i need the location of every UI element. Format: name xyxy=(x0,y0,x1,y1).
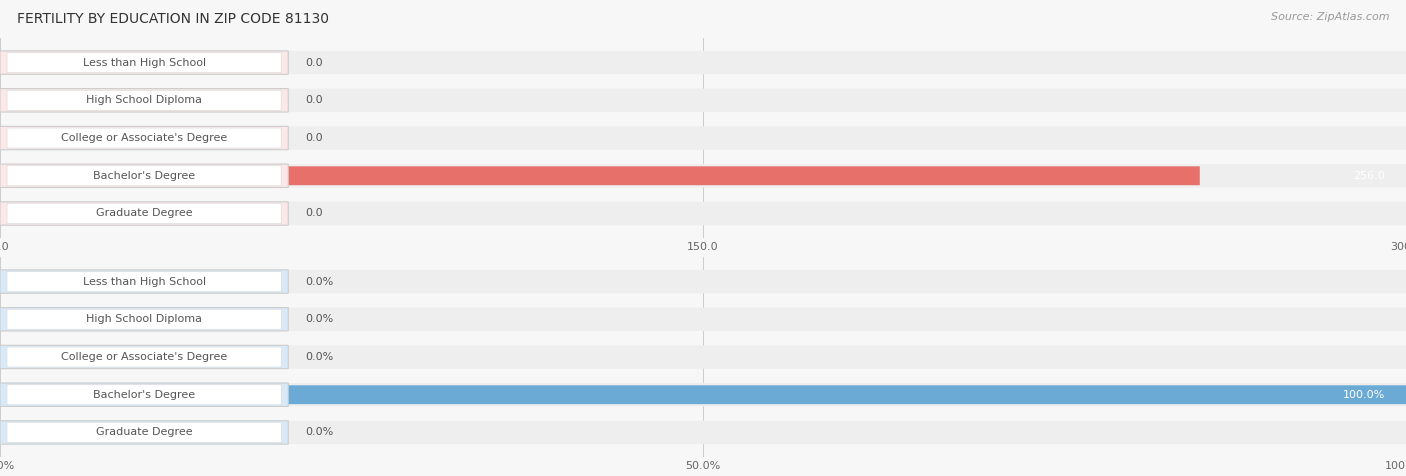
FancyBboxPatch shape xyxy=(0,307,1406,331)
FancyBboxPatch shape xyxy=(7,309,281,329)
Text: 0.0%: 0.0% xyxy=(305,352,333,362)
Text: 0.0%: 0.0% xyxy=(305,427,333,437)
FancyBboxPatch shape xyxy=(0,347,1,367)
Text: College or Associate's Degree: College or Associate's Degree xyxy=(60,133,228,143)
Text: 0.0: 0.0 xyxy=(305,133,323,143)
FancyBboxPatch shape xyxy=(0,51,288,74)
Text: Bachelor's Degree: Bachelor's Degree xyxy=(93,390,195,400)
FancyBboxPatch shape xyxy=(0,421,1406,444)
Text: High School Diploma: High School Diploma xyxy=(86,314,202,324)
FancyBboxPatch shape xyxy=(0,345,288,369)
FancyBboxPatch shape xyxy=(7,166,281,186)
Text: Less than High School: Less than High School xyxy=(83,277,205,287)
FancyBboxPatch shape xyxy=(0,345,1406,369)
FancyBboxPatch shape xyxy=(0,164,288,188)
FancyBboxPatch shape xyxy=(0,270,1406,293)
FancyBboxPatch shape xyxy=(7,52,281,73)
FancyBboxPatch shape xyxy=(7,422,281,443)
Text: 256.0: 256.0 xyxy=(1353,171,1385,181)
FancyBboxPatch shape xyxy=(0,421,288,444)
Text: 0.0: 0.0 xyxy=(305,58,323,68)
Text: Graduate Degree: Graduate Degree xyxy=(96,427,193,437)
FancyBboxPatch shape xyxy=(0,204,1,223)
Text: Source: ZipAtlas.com: Source: ZipAtlas.com xyxy=(1271,12,1389,22)
Text: College or Associate's Degree: College or Associate's Degree xyxy=(60,352,228,362)
FancyBboxPatch shape xyxy=(0,51,1406,74)
FancyBboxPatch shape xyxy=(0,307,288,331)
FancyBboxPatch shape xyxy=(7,385,281,405)
FancyBboxPatch shape xyxy=(7,90,281,110)
FancyBboxPatch shape xyxy=(7,347,281,367)
FancyBboxPatch shape xyxy=(0,166,1199,185)
FancyBboxPatch shape xyxy=(0,202,1406,225)
FancyBboxPatch shape xyxy=(0,89,1406,112)
FancyBboxPatch shape xyxy=(0,129,1,148)
FancyBboxPatch shape xyxy=(0,53,1,72)
FancyBboxPatch shape xyxy=(0,91,1,110)
Text: 0.0: 0.0 xyxy=(305,208,323,218)
Text: Graduate Degree: Graduate Degree xyxy=(96,208,193,218)
FancyBboxPatch shape xyxy=(0,164,1406,188)
Text: 0.0: 0.0 xyxy=(305,95,323,105)
Text: Bachelor's Degree: Bachelor's Degree xyxy=(93,171,195,181)
Text: High School Diploma: High School Diploma xyxy=(86,95,202,105)
FancyBboxPatch shape xyxy=(0,423,1,442)
FancyBboxPatch shape xyxy=(0,310,1,329)
Text: FERTILITY BY EDUCATION IN ZIP CODE 81130: FERTILITY BY EDUCATION IN ZIP CODE 81130 xyxy=(17,12,329,26)
FancyBboxPatch shape xyxy=(0,89,288,112)
Text: 100.0%: 100.0% xyxy=(1343,390,1385,400)
FancyBboxPatch shape xyxy=(0,383,1406,407)
FancyBboxPatch shape xyxy=(7,271,281,292)
FancyBboxPatch shape xyxy=(0,272,1,291)
Text: 0.0%: 0.0% xyxy=(305,277,333,287)
Text: Less than High School: Less than High School xyxy=(83,58,205,68)
FancyBboxPatch shape xyxy=(0,126,1406,150)
FancyBboxPatch shape xyxy=(7,128,281,148)
FancyBboxPatch shape xyxy=(0,202,288,225)
FancyBboxPatch shape xyxy=(7,203,281,224)
FancyBboxPatch shape xyxy=(0,385,1406,404)
Text: 0.0%: 0.0% xyxy=(305,314,333,324)
FancyBboxPatch shape xyxy=(0,126,288,150)
FancyBboxPatch shape xyxy=(0,270,288,293)
FancyBboxPatch shape xyxy=(0,383,288,407)
